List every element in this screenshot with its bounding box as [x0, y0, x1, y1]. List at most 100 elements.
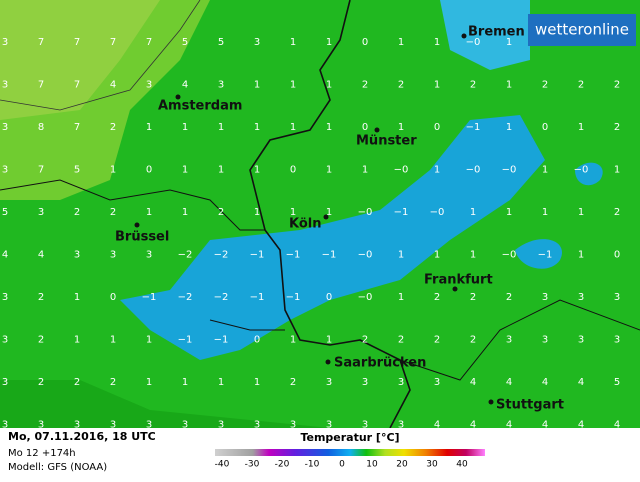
city-name: Amsterdam [158, 99, 242, 114]
city-dot [134, 222, 140, 228]
city-name: Stuttgart [496, 398, 564, 413]
grid-value: 0 [254, 335, 260, 346]
grid-value: 1 [542, 207, 548, 218]
grid-value: 1 [614, 165, 620, 176]
grid-value: 7 [74, 37, 80, 48]
grid-value: 2 [74, 207, 80, 218]
grid-value: 1 [434, 165, 440, 176]
grid-value: 4 [2, 250, 8, 261]
grid-value: 4 [506, 377, 512, 388]
grid-value: 1 [326, 122, 332, 133]
grid-value: 1 [290, 122, 296, 133]
grid-value: 2 [38, 335, 44, 346]
grid-value: 1 [182, 207, 188, 218]
date: Mo, 07.11.2016, 18 UTC [8, 430, 156, 443]
grid-value: 2 [398, 80, 404, 91]
grid-value: 2 [434, 292, 440, 303]
grid-value: 3 [398, 377, 404, 388]
grid-value: 7 [74, 122, 80, 133]
grid-value: 0 [362, 37, 368, 48]
grid-value: 0 [362, 122, 368, 133]
grid-value: 7 [38, 165, 44, 176]
grid-value: 4 [542, 377, 548, 388]
grid-value: 5 [182, 37, 188, 48]
grid-value: 1 [74, 292, 80, 303]
grid-value: −1 [394, 207, 409, 218]
city-dot [488, 399, 494, 405]
grid-value: 1 [434, 37, 440, 48]
cold-zone [515, 239, 562, 269]
grid-value: 4 [470, 420, 476, 431]
grid-value: 4 [542, 420, 548, 431]
grid-value: 4 [578, 420, 584, 431]
grid-value: 1 [254, 122, 260, 133]
grid-value: 7 [110, 37, 116, 48]
grid-value: 1 [254, 207, 260, 218]
grid-value: 1 [74, 335, 80, 346]
grid-value: −0 [358, 250, 373, 261]
grid-value: 3 [254, 37, 260, 48]
grid-value: 5 [614, 377, 620, 388]
grid-value: 1 [398, 37, 404, 48]
grid-value: −0 [394, 165, 409, 176]
grid-value: 3 [110, 420, 116, 431]
grid-value: −0 [430, 207, 445, 218]
grid-value: −1 [286, 250, 301, 261]
grid-value: 1 [506, 207, 512, 218]
grid-value: 3 [38, 420, 44, 431]
grid-value: 3 [2, 377, 8, 388]
grid-value: 3 [110, 250, 116, 261]
grid-value: 2 [74, 377, 80, 388]
grid-value: 3 [254, 420, 260, 431]
grid-value: 2 [614, 207, 620, 218]
city-name: Bremen [468, 25, 525, 40]
grid-value: 4 [182, 80, 188, 91]
grid-value: −1 [214, 335, 229, 346]
grid-value: −0 [466, 165, 481, 176]
city-name: Köln [289, 217, 322, 232]
city-name: Frankfurt [424, 273, 493, 288]
grid-value: 5 [74, 165, 80, 176]
grid-value: 1 [182, 122, 188, 133]
grid-value: 3 [218, 80, 224, 91]
legend-tick: 20 [396, 460, 408, 470]
grid-value: 1 [578, 250, 584, 261]
grid-value: 0 [542, 122, 548, 133]
grid-value: 2 [470, 80, 476, 91]
grid-value: −1 [286, 292, 301, 303]
grid-value: 3 [542, 292, 548, 303]
legend-tick: 10 [366, 460, 378, 470]
grid-value: 1 [182, 165, 188, 176]
grid-value: −1 [538, 250, 553, 261]
grid-value: 4 [38, 250, 44, 261]
grid-value: 3 [506, 335, 512, 346]
grid-value: 3 [362, 377, 368, 388]
grid-value: 3 [2, 165, 8, 176]
grid-value: −0 [358, 207, 373, 218]
grid-value: 2 [218, 207, 224, 218]
grid-value: 1 [470, 250, 476, 261]
city-name: Münster [356, 134, 417, 149]
grid-value: 7 [74, 80, 80, 91]
grid-value: 3 [578, 335, 584, 346]
grid-value: 1 [398, 250, 404, 261]
grid-value: 2 [110, 377, 116, 388]
grid-value: −0 [502, 250, 517, 261]
grid-value: 1 [146, 122, 152, 133]
grid-value: 3 [74, 250, 80, 261]
grid-value: 3 [38, 207, 44, 218]
grid-value: 1 [326, 207, 332, 218]
cold-zone [575, 162, 603, 186]
grid-value: −2 [214, 250, 229, 261]
grid-value: 3 [2, 122, 8, 133]
city-dot [175, 94, 181, 100]
grid-value: −1 [178, 335, 193, 346]
grid-value: 1 [506, 80, 512, 91]
grid-value: 1 [110, 165, 116, 176]
grid-value: 3 [146, 420, 152, 431]
city-dot [374, 127, 380, 133]
grid-value: 0 [434, 122, 440, 133]
grid-value: 3 [326, 377, 332, 388]
warm-zone [0, 0, 160, 120]
grid-value: 4 [110, 80, 116, 91]
